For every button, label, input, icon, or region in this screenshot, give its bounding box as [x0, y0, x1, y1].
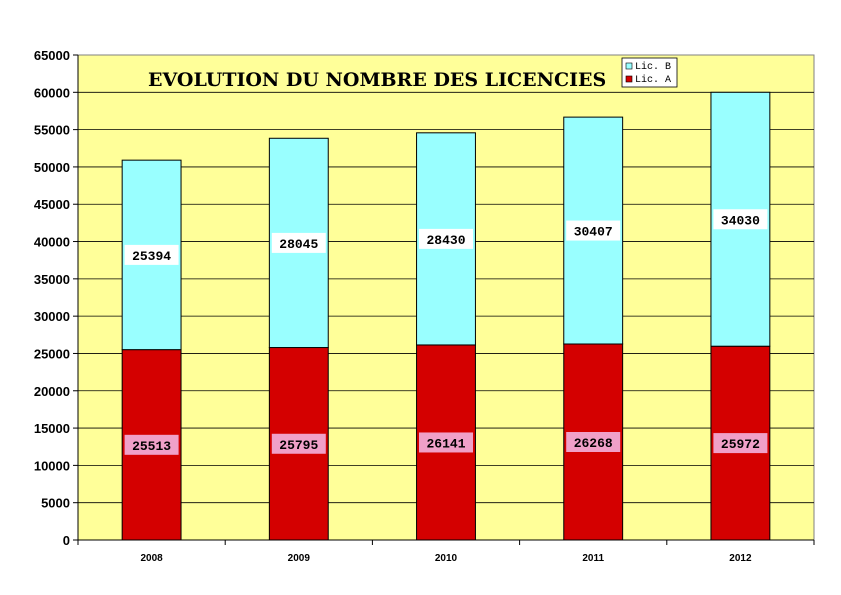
y-tick-label: 55000 — [34, 123, 70, 138]
chart-title: EVOLUTION DU NOMBRE DES LICENCIES — [148, 69, 606, 91]
data-label-background — [124, 244, 179, 265]
y-tick-label: 20000 — [34, 384, 70, 399]
legend-label-lic-b: Lic. B — [635, 61, 671, 73]
data-label-background — [271, 232, 326, 253]
data-label: 26141 — [426, 436, 465, 451]
y-tick-label: 0 — [63, 533, 70, 548]
data-label-background — [419, 432, 473, 453]
y-tick-label: 50000 — [34, 160, 70, 175]
x-tick-label: 2008 — [140, 553, 163, 564]
data-label-background — [566, 432, 621, 453]
data-label: 28430 — [426, 233, 465, 248]
y-axis: 0 5000 10000 15000 20000 25000 30000 35000 40000… — [34, 48, 79, 548]
data-label: 25513 — [132, 439, 171, 454]
data-labels: 25513 25394 25795 28045 26141 28430 26268 30407… — [124, 209, 768, 455]
y-tick-label: 15000 — [34, 421, 70, 436]
x-tick-label: 2010 — [435, 553, 458, 564]
data-label: 30407 — [574, 225, 613, 240]
data-label-background — [713, 433, 768, 454]
x-tick-label: 2011 — [582, 553, 604, 564]
legend-swatch-lic-a — [625, 75, 633, 83]
x-axis: 2008 2009 2010 2011 2012 — [77, 539, 815, 564]
y-tick-label: 65000 — [34, 48, 70, 63]
data-label-background — [419, 228, 473, 249]
y-tick-label: 35000 — [34, 272, 70, 287]
data-label: 25972 — [721, 437, 760, 452]
data-label-background — [566, 220, 621, 241]
y-tick-label: 40000 — [34, 235, 70, 250]
data-label: 26268 — [574, 436, 613, 451]
data-label: 25795 — [279, 438, 318, 453]
data-label-background — [124, 434, 179, 455]
data-label: 34030 — [721, 213, 760, 228]
data-label: 28045 — [279, 237, 318, 252]
y-tick-label: 25000 — [34, 346, 70, 361]
legend-swatch-lic-b — [625, 62, 633, 70]
x-tick-label: 2009 — [288, 553, 311, 564]
x-tick-label: 2012 — [729, 553, 752, 564]
y-tick-label: 45000 — [34, 197, 70, 212]
y-tick-label: 5000 — [41, 496, 70, 511]
legend: Lic. B Lic. A — [621, 57, 678, 88]
data-label-background — [271, 433, 326, 454]
data-label: 25394 — [132, 249, 171, 264]
legend-label-lic-a: Lic. A — [635, 74, 671, 86]
y-tick-label: 60000 — [34, 85, 70, 100]
data-label-background — [713, 209, 768, 230]
y-tick-label: 30000 — [34, 309, 70, 324]
y-tick-label: 10000 — [34, 458, 70, 473]
